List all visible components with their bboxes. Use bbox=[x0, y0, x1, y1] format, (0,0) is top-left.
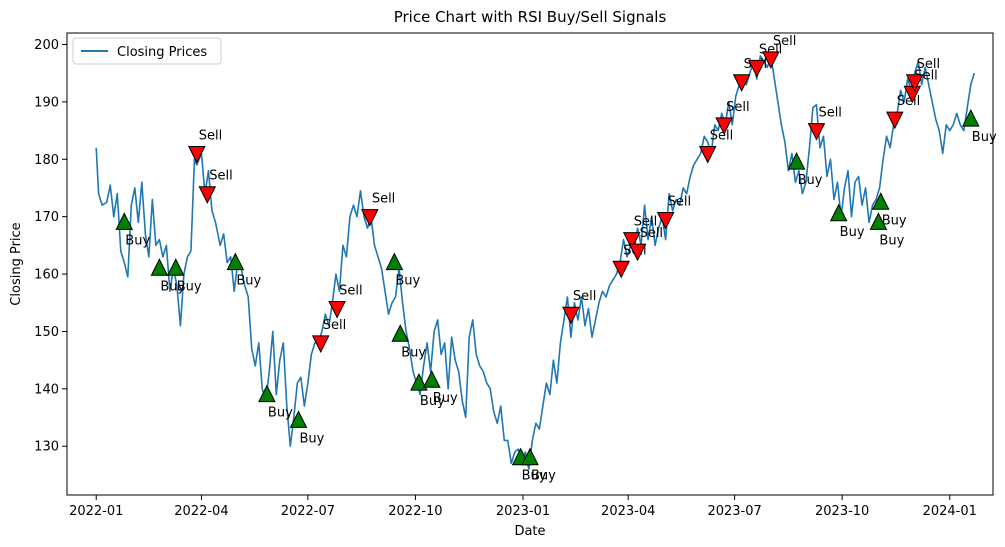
buy-marker bbox=[410, 372, 428, 391]
sell-label: Sell bbox=[209, 169, 232, 184]
sell-label: Sell bbox=[640, 226, 663, 241]
axes-frame bbox=[66, 32, 994, 496]
legend: Closing Prices bbox=[72, 37, 222, 65]
buy-label: Buy bbox=[300, 431, 325, 446]
sell-label: Sell bbox=[573, 289, 596, 304]
buy-marker bbox=[115, 212, 134, 230]
sell-label: Sell bbox=[897, 94, 920, 109]
sell-label: Sell bbox=[668, 195, 691, 210]
buy-label: Buy bbox=[840, 225, 865, 240]
buy-label: Buy bbox=[879, 233, 904, 248]
sell-marker bbox=[612, 260, 631, 279]
buy-marker bbox=[422, 370, 441, 388]
sell-marker bbox=[885, 111, 904, 130]
x-tick-label: 2023-10 bbox=[815, 504, 869, 519]
sell-marker bbox=[328, 300, 346, 319]
sell-label: Sell bbox=[726, 100, 749, 115]
chart-title: Price Chart with RSI Buy/Sell Signals bbox=[394, 8, 667, 26]
sell-marker bbox=[198, 186, 217, 204]
buy-marker bbox=[226, 252, 245, 271]
buy-marker bbox=[787, 152, 806, 170]
legend-box bbox=[72, 37, 222, 65]
sell-label: Sell bbox=[917, 57, 940, 72]
buy-marker bbox=[166, 258, 185, 276]
y-axis: 130 140 150 160 170 180 190 200 bbox=[34, 38, 67, 455]
sell-label: Sell bbox=[634, 215, 657, 230]
x-tick-label: 2022-10 bbox=[388, 504, 442, 519]
sell-marker bbox=[656, 212, 675, 230]
y-tick-label: 130 bbox=[34, 440, 59, 455]
y-axis-label: Closing Price bbox=[9, 222, 24, 305]
buy-marker bbox=[258, 384, 276, 403]
buy-marker bbox=[521, 447, 539, 466]
sell-label: Sell bbox=[199, 129, 222, 144]
y-tick-label: 180 bbox=[34, 153, 59, 168]
x-tick-label: 2023-01 bbox=[496, 504, 550, 519]
annotation-layer: BuyBuyBuySellSellBuyBuyBuySellSellSellBu… bbox=[115, 34, 997, 484]
sell-label: Sell bbox=[339, 283, 362, 298]
buy-label: Buy bbox=[125, 233, 150, 248]
sell-label: Sell bbox=[818, 106, 841, 121]
buy-marker bbox=[385, 252, 404, 271]
sell-marker bbox=[698, 146, 717, 164]
sell-label: Sell bbox=[710, 129, 733, 144]
y-tick-label: 140 bbox=[34, 382, 59, 397]
y-tick-label: 200 bbox=[34, 38, 59, 53]
buy-label: Buy bbox=[177, 279, 202, 294]
x-tick-label: 2024-01 bbox=[923, 504, 977, 519]
y-tick-label: 190 bbox=[34, 95, 59, 110]
buy-label: Buy bbox=[433, 391, 458, 406]
buy-label: Buy bbox=[160, 279, 185, 294]
series-layer bbox=[95, 55, 976, 470]
sell-marker bbox=[311, 335, 330, 354]
sell-marker bbox=[748, 59, 766, 78]
buy-label: Buy bbox=[972, 130, 997, 145]
buy-label: Buy bbox=[268, 406, 293, 421]
sell-label: Sell bbox=[372, 192, 395, 207]
buy-marker bbox=[961, 108, 980, 127]
sell-label: Sell bbox=[773, 34, 796, 49]
buy-label: Buy bbox=[531, 469, 556, 484]
sell-marker bbox=[762, 51, 780, 69]
x-tick-label: 2023-04 bbox=[601, 504, 655, 519]
sell-marker bbox=[622, 232, 641, 250]
buy-label: Buy bbox=[882, 213, 907, 228]
buy-marker bbox=[289, 410, 308, 428]
buy-marker bbox=[871, 192, 890, 210]
buy-label: Buy bbox=[522, 469, 547, 484]
sell-label: Sell bbox=[323, 318, 346, 333]
buy-marker bbox=[391, 324, 410, 342]
sell-marker bbox=[807, 123, 826, 141]
x-tick-label: 2023-07 bbox=[707, 504, 761, 519]
y-tick-label: 170 bbox=[34, 210, 59, 225]
buy-marker bbox=[869, 212, 888, 230]
sell-marker bbox=[187, 146, 206, 164]
buy-marker bbox=[150, 258, 169, 276]
sell-marker bbox=[628, 243, 647, 262]
series-line-closing-prices bbox=[95, 55, 976, 470]
sell-marker bbox=[905, 74, 924, 92]
buy-label: Buy bbox=[395, 274, 420, 289]
legend-label: Closing Prices bbox=[117, 45, 207, 60]
buy-label: Buy bbox=[420, 394, 445, 409]
x-tick-label: 2022-04 bbox=[174, 504, 228, 519]
x-tick-label: 2022-01 bbox=[69, 504, 123, 519]
buy-label: Buy bbox=[236, 274, 261, 289]
buy-label: Buy bbox=[798, 173, 823, 188]
sell-marker bbox=[361, 209, 379, 227]
y-tick-label: 160 bbox=[34, 268, 59, 283]
x-axis-label: Date bbox=[514, 524, 545, 539]
sell-marker bbox=[715, 117, 733, 135]
x-axis: 2022-01 2022-04 2022-07 2022-10 2023-01 2023-… bbox=[69, 495, 977, 519]
sell-marker bbox=[732, 74, 751, 92]
y-tick-label: 150 bbox=[34, 325, 59, 340]
x-tick-label: 2022-07 bbox=[281, 504, 335, 519]
sell-marker bbox=[562, 306, 580, 325]
buy-label: Buy bbox=[401, 345, 426, 360]
buy-marker bbox=[829, 203, 848, 222]
